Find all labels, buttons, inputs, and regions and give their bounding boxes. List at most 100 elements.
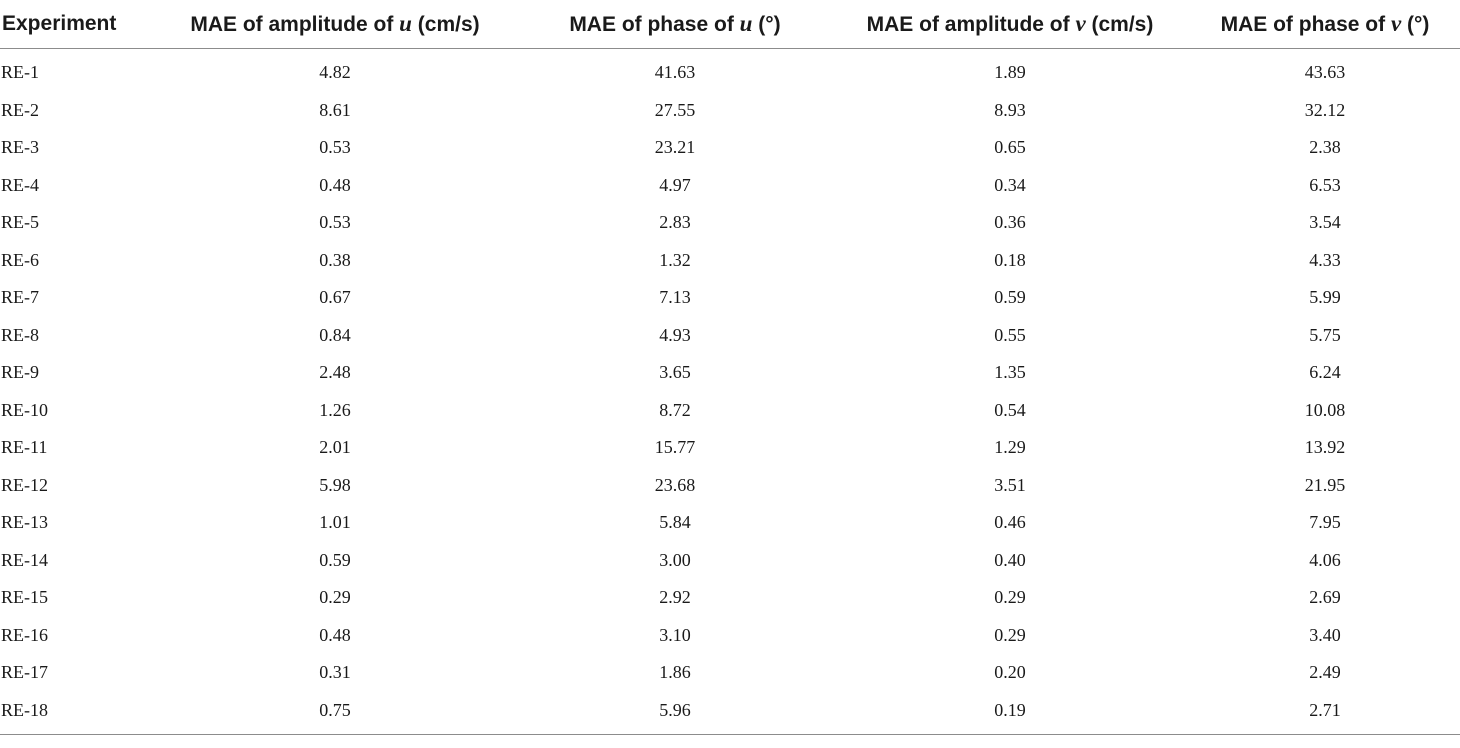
- cell-experiment: RE-4: [1, 174, 39, 195]
- cell-u-amplitude-mae: 0.29: [319, 587, 351, 608]
- table-row: RE-7 0.67 7.13 0.59 5.99: [0, 279, 1460, 317]
- cell-experiment: RE-14: [1, 549, 48, 570]
- cell-v-amplitude-mae: 3.51: [994, 474, 1026, 495]
- cell-experiment: RE-12: [1, 474, 48, 495]
- table-row: RE-16 0.48 3.10 0.29 3.40: [0, 617, 1460, 655]
- cell-experiment: RE-8: [1, 324, 39, 345]
- cell-u-phase-mae: 8.72: [659, 399, 691, 420]
- table-row: RE-18 0.75 5.96 0.19 2.71: [0, 691, 1460, 735]
- cell-u-phase-mae: 1.32: [659, 249, 691, 270]
- table-row: RE-15 0.29 2.92 0.29 2.69: [0, 579, 1460, 617]
- cell-v-phase-mae: 2.38: [1309, 137, 1341, 158]
- cell-v-phase-mae: 32.12: [1304, 99, 1346, 120]
- cell-u-amplitude-mae: 0.75: [150, 691, 520, 735]
- header-u-amplitude-mae: MAE of amplitude of u (cm/s): [150, 0, 520, 49]
- header-v-phase-mae: MAE of phase of v (°): [1190, 0, 1460, 49]
- cell-u-amplitude-mae: 4.82: [319, 62, 351, 83]
- cell-v-phase-mae: 5.99: [1309, 287, 1341, 308]
- cell-u-amplitude-mae: 0.53: [319, 137, 351, 158]
- cell-u-phase-mae: 23.68: [654, 474, 696, 495]
- cell-u-amplitude-mae: 1.26: [319, 399, 351, 420]
- cell-u-phase-mae: 23.21: [654, 137, 696, 158]
- cell-u-amplitude-mae: 8.61: [319, 99, 351, 120]
- cell-u-phase-mae: 7.13: [659, 287, 691, 308]
- table-row: RE-6 0.38 1.32 0.18 4.33: [0, 242, 1460, 280]
- cell-u-phase-mae: 2.83: [659, 212, 691, 233]
- cell-experiment: RE-6: [1, 249, 39, 270]
- cell-u-phase-mae: 41.63: [654, 62, 696, 83]
- cell-v-phase-mae: 2.69: [1309, 587, 1341, 608]
- cell-u-phase-mae: 5.96: [520, 691, 830, 735]
- header-experiment: Experiment: [0, 0, 150, 49]
- cell-v-phase-mae: 7.95: [1309, 512, 1341, 533]
- table-body: RE-1 4.82 41.63 1.89 43.63 RE-2 8.61 27.55 8.93 3…: [0, 49, 1460, 735]
- table-row: RE-11 2.01 15.77 1.29 13.92: [0, 429, 1460, 467]
- cell-experiment: RE-11: [1, 437, 48, 458]
- cell-u-phase-mae: 1.86: [659, 662, 691, 683]
- cell-v-phase-mae: 4.33: [1309, 249, 1341, 270]
- cell-v-amplitude-mae: 0.19: [830, 691, 1190, 735]
- cell-experiment: RE-3: [1, 137, 39, 158]
- cell-v-phase-mae: 3.40: [1309, 624, 1341, 645]
- table-header: Experiment MAE of amplitude of u (cm/s) …: [0, 0, 1460, 49]
- cell-u-phase-mae: 5.84: [659, 512, 691, 533]
- cell-v-amplitude-mae: 1.35: [994, 362, 1026, 383]
- cell-v-amplitude-mae: 0.20: [994, 662, 1026, 683]
- table-row: RE-17 0.31 1.86 0.20 2.49: [0, 654, 1460, 692]
- cell-v-amplitude-mae: 1.29: [994, 437, 1026, 458]
- cell-experiment: RE-9: [1, 362, 39, 383]
- cell-u-amplitude-mae: 0.53: [319, 212, 351, 233]
- cell-v-amplitude-mae: 0.36: [994, 212, 1026, 233]
- cell-experiment: RE-1: [1, 62, 39, 83]
- cell-v-amplitude-mae: 0.29: [994, 587, 1026, 608]
- cell-v-amplitude-mae: 0.65: [994, 137, 1026, 158]
- cell-v-amplitude-mae: 0.46: [994, 512, 1026, 533]
- cell-v-amplitude-mae: 1.89: [994, 62, 1026, 83]
- cell-v-amplitude-mae: 8.93: [994, 99, 1026, 120]
- cell-v-amplitude-mae: 0.18: [994, 249, 1026, 270]
- cell-experiment: RE-10: [1, 399, 48, 420]
- cell-v-amplitude-mae: 0.59: [994, 287, 1026, 308]
- table-row: RE-12 5.98 23.68 3.51 21.95: [0, 467, 1460, 505]
- cell-u-phase-mae: 4.93: [659, 324, 691, 345]
- cell-v-amplitude-mae: 0.29: [994, 624, 1026, 645]
- cell-u-phase-mae: 27.55: [654, 99, 696, 120]
- cell-v-amplitude-mae: 0.34: [994, 174, 1026, 195]
- cell-v-phase-mae: 2.49: [1309, 662, 1341, 683]
- table-row: RE-8 0.84 4.93 0.55 5.75: [0, 317, 1460, 355]
- cell-u-amplitude-mae: 0.48: [319, 174, 351, 195]
- table-row: RE-4 0.48 4.97 0.34 6.53: [0, 167, 1460, 205]
- cell-v-phase-mae: 5.75: [1309, 324, 1341, 345]
- table-row: RE-9 2.48 3.65 1.35 6.24: [0, 354, 1460, 392]
- cell-u-amplitude-mae: 0.67: [319, 287, 351, 308]
- cell-v-amplitude-mae: 0.40: [994, 549, 1026, 570]
- cell-v-phase-mae: 43.63: [1304, 62, 1346, 83]
- cell-v-phase-mae: 10.08: [1304, 399, 1346, 420]
- table-row: RE-1 4.82 41.63 1.89 43.63: [0, 49, 1460, 92]
- cell-experiment: RE-16: [1, 624, 48, 645]
- cell-v-phase-mae: 6.53: [1309, 174, 1341, 195]
- cell-experiment: RE-13: [1, 512, 48, 533]
- cell-v-phase-mae: 4.06: [1309, 549, 1341, 570]
- cell-u-phase-mae: 3.00: [659, 549, 691, 570]
- header-u-phase-mae: MAE of phase of u (°): [520, 0, 830, 49]
- cell-u-amplitude-mae: 2.48: [319, 362, 351, 383]
- cell-u-phase-mae: 3.10: [659, 624, 691, 645]
- cell-v-phase-mae: 3.54: [1309, 212, 1341, 233]
- cell-u-amplitude-mae: 0.48: [319, 624, 351, 645]
- table-row: RE-3 0.53 23.21 0.65 2.38: [0, 129, 1460, 167]
- cell-v-phase-mae: 6.24: [1309, 362, 1341, 383]
- cell-experiment: RE-17: [1, 662, 48, 683]
- cell-experiment: RE-15: [1, 587, 48, 608]
- cell-u-amplitude-mae: 0.31: [319, 662, 351, 683]
- cell-u-phase-mae: 3.65: [659, 362, 691, 383]
- table-row: RE-2 8.61 27.55 8.93 32.12: [0, 92, 1460, 130]
- cell-u-amplitude-mae: 1.01: [319, 512, 351, 533]
- cell-u-amplitude-mae: 2.01: [319, 437, 351, 458]
- cell-experiment: RE-2: [1, 99, 39, 120]
- cell-v-phase-mae: 21.95: [1304, 474, 1346, 495]
- cell-u-amplitude-mae: 5.98: [319, 474, 351, 495]
- cell-v-phase-mae: 2.71: [1190, 691, 1460, 735]
